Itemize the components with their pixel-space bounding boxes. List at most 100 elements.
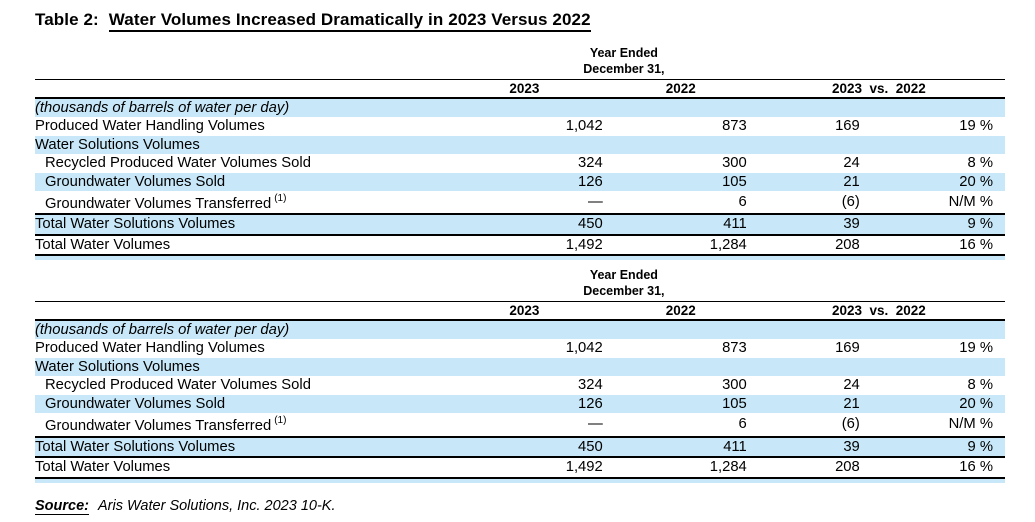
cell-row-label: Recycled Produced Water Volumes Sold xyxy=(35,154,440,173)
table-row: Groundwater Volumes Transferred (1) — 6 (… xyxy=(35,413,1005,436)
cell-percent-change: N/M % xyxy=(948,416,993,433)
row-label: (thousands of barrels of water per day) xyxy=(35,321,290,338)
page-title: Table 2: Water Volumes Increased Dramatic… xyxy=(35,9,1005,32)
cell-percent-change: 16 % xyxy=(865,234,1005,257)
cell-row-label: Water Solutions Volumes xyxy=(35,135,440,154)
cell-2023-value xyxy=(439,319,609,340)
cell-2023-value xyxy=(439,357,609,377)
cell-2022-value xyxy=(608,97,753,117)
cell-2022-value: 1,284 xyxy=(608,234,753,257)
source-label: Source: xyxy=(35,497,89,516)
cell-percent-change: 9 % xyxy=(865,213,1005,236)
period-header-row: Year Ended December 31, xyxy=(35,266,1005,303)
period-header: Year Ended December 31, xyxy=(439,266,753,303)
year-header-row: 2023 2022 2023 vs. 2022 xyxy=(35,301,1005,321)
period-line-1: Year Ended xyxy=(589,46,658,60)
cell-2022-value xyxy=(608,135,753,154)
cell-2022-value xyxy=(608,357,753,377)
row-label: Groundwater Volumes Sold xyxy=(45,395,226,412)
period-line-1: Year Ended xyxy=(589,268,658,283)
row-label: Total Water Solutions Volumes xyxy=(35,438,236,455)
cell-2023-value: 126 xyxy=(439,172,609,191)
cell-2023-value: 1,492 xyxy=(439,457,609,479)
cell-2022-value: 873 xyxy=(722,340,747,357)
column-header-comparison: 2023 vs. 2022 xyxy=(752,301,1005,321)
cell-2023-value: 1,042 xyxy=(565,118,603,134)
cell-percent-change: 9 % xyxy=(865,435,1005,459)
footnote-marker: (1) xyxy=(274,193,287,204)
period-line-2: December 31, xyxy=(583,284,665,299)
table-header: Year Ended December 31, 2023 2022 2023 v… xyxy=(35,44,1005,99)
period-header: Year Ended December 31, xyxy=(439,44,753,80)
header-spacer xyxy=(35,44,440,80)
year-header-row: 2023 2022 2023 vs. 2022 xyxy=(35,79,1005,99)
cell-percent-change xyxy=(865,319,1005,340)
cell-2023-value: — xyxy=(587,193,603,210)
cell-change-value: 208 xyxy=(752,234,866,257)
footnote-marker: (1) xyxy=(274,415,287,427)
table-row: Total Water Solutions Volumes 450 411 39… xyxy=(35,435,1005,459)
cell-row-label: Produced Water Handling Volumes xyxy=(35,339,440,358)
cell-2023-value: 1,492 xyxy=(439,234,609,257)
cell-percent-change: 8 % xyxy=(967,155,994,171)
cell-percent-change: 20 % xyxy=(865,394,1005,414)
cell-row-label: Recycled Produced Water Volumes Sold xyxy=(35,376,440,395)
cell-percent-change: 8 % xyxy=(967,377,994,394)
title-prefix: Table 2: xyxy=(35,10,99,29)
cell-2022-value xyxy=(608,319,753,340)
cell-row-label: Groundwater Volumes Transferred (1) xyxy=(35,413,440,436)
table-row: Groundwater Volumes Transferred (1) — 6 (… xyxy=(35,191,1005,214)
table-row: Groundwater Volumes Sold 126 105 21 20 % xyxy=(35,394,1005,414)
source-line: Source: Aris Water Solutions, Inc. 2023 1… xyxy=(35,497,1005,516)
cell-percent-change xyxy=(865,135,1005,154)
row-label: Total Water Volumes xyxy=(35,459,171,476)
cell-2023-value: 324 xyxy=(578,377,603,394)
period-header-row: Year Ended December 31, xyxy=(35,44,1005,80)
cell-2023-value: 450 xyxy=(439,435,609,459)
cell-2023-value: 1,042 xyxy=(565,340,603,357)
table-row: (thousands of barrels of water per day) xyxy=(35,97,1005,117)
cell-percent-change: 16 % xyxy=(865,457,1005,479)
cell-change-value xyxy=(752,135,866,154)
row-label: Groundwater Volumes Sold xyxy=(45,173,226,190)
cell-row-label: (thousands of barrels of water per day) xyxy=(35,319,440,340)
header-spacer xyxy=(35,301,440,321)
table-header: Year Ended December 31, 2023 2022 2023 v… xyxy=(35,266,1005,321)
cell-change-value xyxy=(752,319,866,340)
table-row: Produced Water Handling Volumes 1,042 87… xyxy=(35,339,1005,358)
column-header-2023: 2023 xyxy=(439,79,609,99)
header-spacer xyxy=(35,266,440,303)
table-row: Groundwater Volumes Sold 126 105 21 20 % xyxy=(35,172,1005,191)
cell-2022-value: 411 xyxy=(608,213,753,236)
cell-percent-change: 20 % xyxy=(865,172,1005,191)
row-label: (thousands of barrels of water per day) xyxy=(35,99,290,116)
row-label: Water Solutions Volumes xyxy=(35,358,200,375)
table-row: Recycled Produced Water Volumes Sold 324… xyxy=(35,154,1005,173)
cell-2023-value: 324 xyxy=(578,155,603,171)
cell-2023-value xyxy=(439,97,609,117)
row-label: Recycled Produced Water Volumes Sold xyxy=(45,377,311,394)
cell-percent-change xyxy=(865,357,1005,377)
column-header-2023: 2023 xyxy=(439,301,609,321)
cell-change-value: 24 xyxy=(843,155,860,171)
header-spacer xyxy=(35,79,440,99)
table-row: Recycled Produced Water Volumes Sold 324… xyxy=(35,376,1005,395)
cell-change-value: 39 xyxy=(752,213,866,236)
water-volumes-table: Year Ended December 31, 2023 2022 2023 v… xyxy=(35,266,1005,479)
table-bottom-strip xyxy=(35,478,1005,483)
cell-percent-change: 19 % xyxy=(959,118,993,134)
cell-2023-value xyxy=(439,135,609,154)
header-spacer xyxy=(752,44,1005,80)
period-line-2: December 31, xyxy=(583,62,665,76)
cell-2022-value: 6 xyxy=(738,193,747,210)
water-volumes-table-1: Year Ended December 31, 2023 2022 2023 v… xyxy=(35,44,1005,261)
cell-2022-value: 105 xyxy=(608,172,753,191)
water-volumes-table-2: Year Ended December 31, 2023 2022 2023 v… xyxy=(35,266,1005,483)
cell-change-value: 208 xyxy=(752,457,866,479)
cell-percent-change: 19 % xyxy=(959,340,993,357)
cell-2022-value: 873 xyxy=(722,118,747,134)
table-row: Water Solutions Volumes xyxy=(35,357,1005,377)
table-row: Total Water Volumes 1,492 1,284 208 16 % xyxy=(35,234,1005,257)
cell-row-label: Groundwater Volumes Transferred (1) xyxy=(35,191,440,214)
